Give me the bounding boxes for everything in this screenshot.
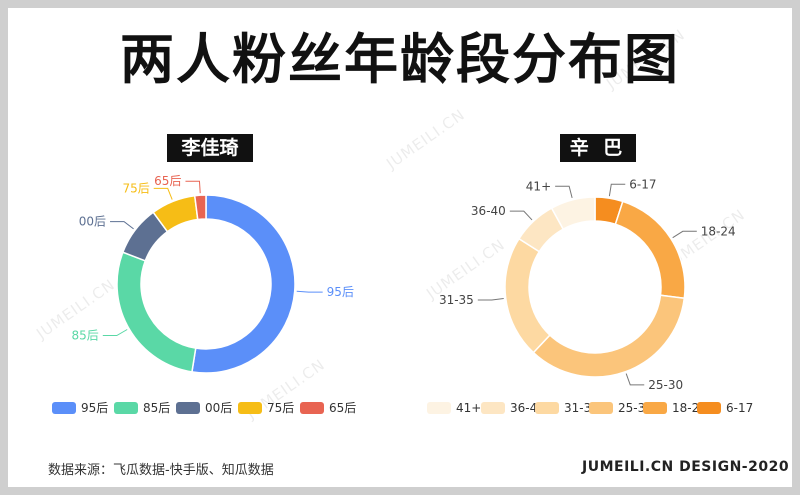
slice-18-24 (614, 200, 686, 300)
leader-line (555, 185, 573, 199)
slice-label: 31-35 (439, 293, 474, 307)
leader-line (185, 180, 201, 194)
legend-swatch (238, 402, 262, 414)
legend-label: 65后 (329, 401, 356, 415)
slice-label: 95后 (327, 285, 354, 299)
slice-label: 36-40 (471, 204, 506, 218)
legend-label: 85后 (143, 401, 170, 415)
leader-line (672, 230, 697, 239)
legend-swatch (300, 402, 324, 414)
legend-label: 75后 (267, 401, 294, 415)
chart-title-right: 辛 巴 (560, 134, 636, 162)
legend-swatch (481, 402, 505, 414)
legend-swatch (535, 402, 559, 414)
legend-swatch (52, 402, 76, 414)
leader-line (296, 290, 323, 293)
leader-line (625, 373, 645, 386)
legend-swatch (589, 402, 613, 414)
leader-line (102, 329, 128, 336)
slice-label: 00后 (79, 215, 106, 229)
legend-label: 00后 (205, 401, 232, 415)
legend-swatch (427, 402, 451, 414)
leader-line (509, 210, 533, 221)
source-note: 数据来源：飞瓜数据-快手版、知瓜数据 (48, 463, 274, 478)
page-title: 两人粉丝年龄段分布图 (120, 28, 680, 91)
leader-line (608, 183, 626, 197)
credit-note: JUMEILI.CN DESIGN-2020 (582, 459, 790, 475)
slice-41+ (550, 196, 596, 231)
legend-label: 95后 (81, 401, 108, 415)
leader-line (477, 298, 504, 301)
slice-25-30 (532, 294, 686, 378)
slice-85后 (116, 251, 197, 373)
chart-title-left: 李佳琦 (167, 134, 253, 162)
legend-swatch (176, 402, 200, 414)
slice-label: 65后 (154, 174, 181, 188)
slice-65后 (193, 194, 207, 221)
legend-label: 6-17 (726, 401, 753, 415)
slice-31-35 (504, 237, 551, 354)
legend-swatch (643, 402, 667, 414)
legend-swatch (697, 402, 721, 414)
leader-line (153, 187, 173, 200)
legend-label: 41+ (456, 401, 481, 415)
slice-label: 41+ (526, 179, 551, 193)
legend-swatch (114, 402, 138, 414)
slice-95后 (191, 194, 296, 374)
slice-label: 75后 (122, 181, 149, 195)
slice-label: 85后 (72, 329, 99, 343)
slice-label: 18-24 (701, 224, 736, 238)
slice-label: 6-17 (629, 177, 656, 191)
leader-line (110, 221, 134, 230)
slice-label: 25-30 (648, 378, 683, 392)
